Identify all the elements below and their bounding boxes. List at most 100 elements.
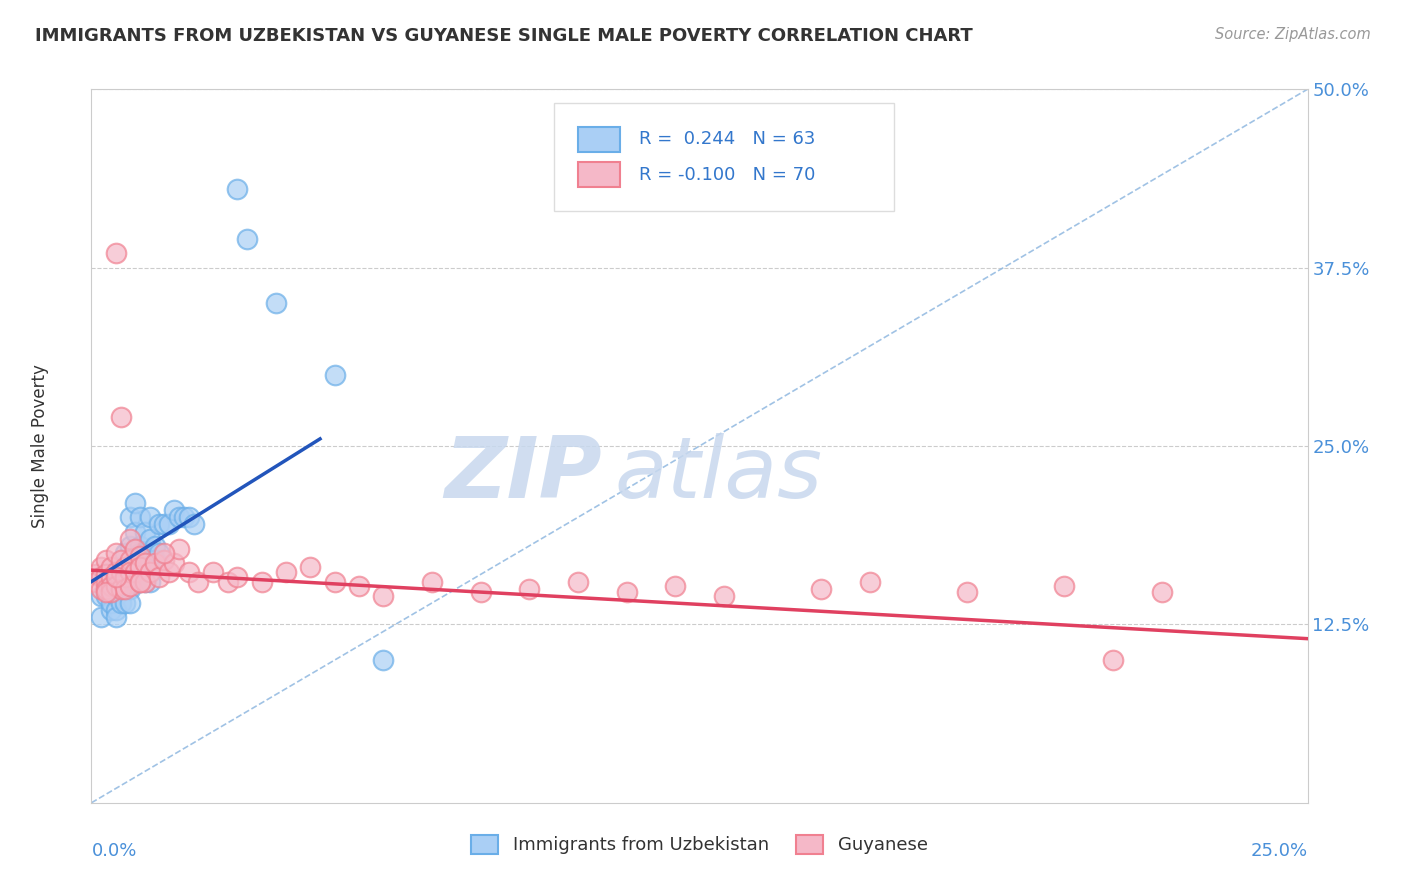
Point	[90, 560, 112, 574]
Point	[90, 582, 112, 596]
Point	[120, 596, 142, 610]
Point	[114, 560, 136, 574]
Point	[1102, 653, 1125, 667]
Point	[110, 582, 132, 596]
Point	[100, 579, 122, 593]
Point	[139, 532, 162, 546]
Point	[148, 517, 170, 532]
Point	[84, 574, 107, 589]
Point	[143, 539, 166, 553]
Point	[177, 510, 200, 524]
Point	[202, 565, 225, 579]
Point	[323, 368, 346, 382]
Point	[139, 510, 162, 524]
Point	[1150, 584, 1173, 599]
Point	[274, 565, 297, 579]
Point	[90, 589, 112, 603]
Point	[347, 579, 370, 593]
Point	[1053, 579, 1076, 593]
Point	[129, 560, 152, 574]
Point	[153, 553, 176, 567]
Point	[114, 567, 136, 582]
Point	[183, 517, 205, 532]
Text: 0.0%: 0.0%	[91, 842, 136, 860]
Point	[114, 560, 136, 574]
Text: Single Male Poverty: Single Male Poverty	[31, 364, 49, 528]
Point	[129, 574, 152, 589]
Point	[236, 232, 259, 246]
Point	[148, 546, 170, 560]
Point	[153, 517, 176, 532]
Point	[94, 567, 117, 582]
Point	[94, 582, 117, 596]
Point	[139, 565, 162, 579]
Text: R = -0.100   N = 70: R = -0.100 N = 70	[638, 166, 815, 184]
Point	[134, 556, 156, 570]
Point	[163, 503, 186, 517]
FancyBboxPatch shape	[578, 127, 620, 152]
Point	[104, 570, 127, 584]
Point	[664, 579, 686, 593]
Point	[114, 546, 136, 560]
Point	[470, 584, 492, 599]
Point	[157, 517, 180, 532]
Point	[143, 553, 166, 567]
Point	[226, 182, 249, 196]
FancyBboxPatch shape	[578, 162, 620, 187]
Point	[148, 570, 170, 584]
Point	[100, 603, 122, 617]
Point	[129, 546, 152, 560]
Point	[143, 556, 166, 570]
Point	[94, 584, 117, 599]
Point	[264, 296, 287, 310]
Point	[104, 565, 127, 579]
Point	[134, 524, 156, 539]
Point	[110, 574, 132, 589]
Point	[104, 546, 127, 560]
Point	[139, 553, 162, 567]
Point	[94, 589, 117, 603]
Point	[567, 574, 589, 589]
Point	[120, 567, 142, 582]
Point	[373, 589, 395, 603]
Point	[100, 584, 122, 599]
Point	[110, 553, 132, 567]
Point	[713, 589, 735, 603]
Point	[956, 584, 979, 599]
Point	[100, 574, 122, 589]
Point	[104, 574, 127, 589]
Point	[139, 574, 162, 589]
Point	[100, 560, 122, 574]
Point	[120, 539, 142, 553]
Text: atlas: atlas	[614, 433, 823, 516]
Point	[517, 582, 540, 596]
Point	[134, 574, 156, 589]
Point	[104, 246, 127, 260]
Point	[217, 574, 239, 589]
Point	[114, 596, 136, 610]
Point	[124, 496, 146, 510]
Point	[167, 510, 190, 524]
Point	[187, 574, 209, 589]
Point	[120, 510, 142, 524]
Point	[110, 565, 132, 579]
Point	[104, 579, 127, 593]
Point	[134, 546, 156, 560]
Point	[153, 546, 176, 560]
Point	[100, 570, 122, 584]
Point	[114, 582, 136, 596]
Point	[134, 560, 156, 574]
Text: IMMIGRANTS FROM UZBEKISTAN VS GUYANESE SINGLE MALE POVERTY CORRELATION CHART: IMMIGRANTS FROM UZBEKISTAN VS GUYANESE S…	[35, 27, 973, 45]
Text: 25.0%: 25.0%	[1250, 842, 1308, 860]
Point	[129, 560, 152, 574]
Text: ZIP: ZIP	[444, 433, 602, 516]
Point	[124, 565, 146, 579]
Text: Source: ZipAtlas.com: Source: ZipAtlas.com	[1215, 27, 1371, 42]
Legend: Immigrants from Uzbekistan, Guyanese: Immigrants from Uzbekistan, Guyanese	[464, 828, 935, 862]
Point	[859, 574, 882, 589]
Point	[177, 565, 200, 579]
Point	[104, 603, 127, 617]
Point	[94, 553, 117, 567]
Text: R =  0.244   N = 63: R = 0.244 N = 63	[638, 130, 815, 148]
Point	[120, 582, 142, 596]
